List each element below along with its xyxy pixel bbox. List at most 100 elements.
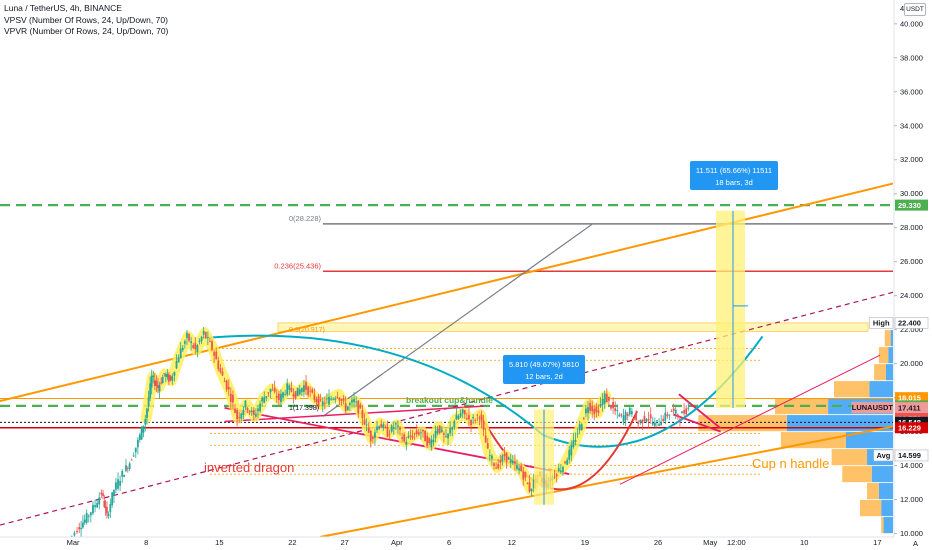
candle-body: [265, 396, 268, 398]
x-tick-label: Apr: [391, 538, 403, 547]
candle-body: [449, 428, 452, 434]
candle-body: [572, 440, 575, 447]
vp-bar-up: [881, 517, 884, 534]
price-tag-bg: [895, 199, 928, 211]
candle-body: [275, 395, 278, 398]
measure-info-line1: 5.810 (49.67%) 5810: [509, 360, 579, 369]
candle-body: [472, 416, 475, 419]
candle-body: [319, 399, 322, 401]
candle-body: [177, 357, 180, 363]
candle-body: [209, 341, 211, 342]
candle-body: [134, 447, 137, 453]
candle-body: [658, 424, 660, 426]
currency-button[interactable]: USDT: [904, 3, 926, 16]
y-tick-label: 28.000: [900, 223, 923, 232]
x-tick-label: 15: [215, 538, 223, 547]
candle-body: [447, 433, 449, 439]
candle-body: [403, 434, 406, 442]
candle-body: [382, 424, 385, 429]
candle-body: [346, 406, 349, 410]
pink-handle-line: [678, 393, 722, 429]
indicator-vpsv[interactable]: VPSV (Number Of Rows, 24, Up/Down, 70): [4, 14, 168, 25]
vp-bar-up: [874, 364, 886, 381]
vp-bar-down: [888, 347, 893, 364]
fib-trend-line: [322, 223, 593, 417]
vp-bar-down: [885, 364, 893, 381]
y-tick-label: 36.000: [900, 87, 923, 96]
candle-body: [160, 382, 163, 384]
price-tag-label: 17.411: [898, 403, 921, 412]
fib-small-label: 0.9(20.917): [289, 327, 325, 334]
candle-body: [576, 433, 579, 435]
candle-body: [126, 468, 129, 470]
candle-body: [142, 425, 145, 433]
candle-body: [338, 397, 341, 401]
candle-body: [273, 387, 276, 392]
candle-body: [140, 426, 143, 440]
candle-body: [344, 403, 347, 411]
candle-body: [317, 396, 320, 407]
candle-body: [643, 415, 646, 421]
vp-bar-up: [878, 347, 889, 364]
candle-body: [298, 389, 301, 395]
candle-body: [271, 389, 274, 391]
candle-body: [507, 457, 510, 460]
candle-body: [171, 376, 174, 381]
candle-body: [173, 371, 176, 376]
candle-body: [597, 410, 600, 413]
candle-body: [363, 419, 366, 425]
handle-curve: [477, 410, 639, 491]
candle-body: [672, 408, 675, 411]
y-tick-label: 40.000: [900, 19, 923, 28]
candle-body: [248, 410, 251, 412]
candle-body: [480, 414, 483, 422]
candle-body: [353, 398, 355, 403]
candle-body: [520, 465, 523, 472]
candle-body: [78, 527, 81, 530]
candle-body: [626, 413, 629, 417]
y-tick-label: 10.000: [900, 529, 923, 538]
candle-body: [175, 361, 178, 369]
candle-body: [580, 424, 583, 431]
candle-body: [530, 488, 533, 492]
price-tag: Avg 14.599: [873, 449, 929, 462]
candle-body: [593, 408, 596, 415]
measure-info-line2: 18 bars, 3d: [715, 178, 753, 187]
vp-bar-up: [859, 500, 882, 517]
x-tick-label: 17: [873, 538, 881, 547]
price-tag-bg: [894, 449, 929, 462]
candle-body: [532, 480, 535, 488]
symbol-title[interactable]: Luna / TetherUS, 4h, BINANCE: [4, 3, 122, 13]
candle-body: [294, 391, 297, 399]
candle-body: [89, 512, 92, 516]
annotation-cup-n-handle: Cup n handle: [752, 456, 829, 471]
fib-label: 0(28.228): [289, 214, 322, 223]
candle-body: [232, 394, 234, 403]
candle-body: [221, 371, 224, 376]
candle-body: [662, 419, 665, 422]
candle-body: [685, 408, 688, 415]
auto-scale-button[interactable]: A: [913, 539, 918, 548]
x-tick-label: May: [703, 538, 717, 547]
candle-body: [179, 348, 182, 359]
y-tick-label: 14.000: [900, 461, 923, 470]
vp-bar-down: [890, 330, 893, 347]
indicator-vpvr[interactable]: VPVR (Number Of Rows, 24, Up/Down, 70): [4, 26, 169, 36]
candle-body: [128, 463, 131, 469]
candle-body: [651, 422, 654, 425]
y-tick-label: 24.000: [900, 291, 923, 300]
candle-body: [570, 444, 573, 456]
candle-body: [664, 412, 667, 421]
y-tick-label: 34.000: [900, 121, 923, 130]
price-tag: High 22.400: [869, 317, 929, 329]
candle-body: [186, 332, 188, 338]
candle-body: [246, 408, 249, 411]
candle-body: [217, 360, 220, 370]
candle-body: [401, 437, 404, 439]
candle-body: [589, 403, 592, 411]
candle-body: [315, 399, 318, 403]
fib-small-label-2: 1(17.398): [289, 405, 319, 412]
candle-body: [109, 503, 112, 513]
